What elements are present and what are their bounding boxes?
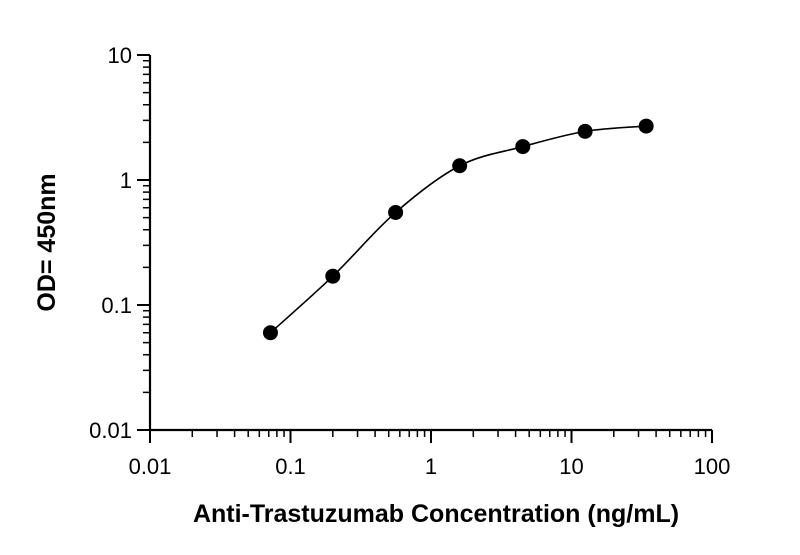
x-tick-labels: 0.01 0.1 1 10 100 <box>129 454 731 479</box>
data-point <box>577 123 593 139</box>
x-tick-label: 10 <box>559 454 583 479</box>
x-axis-title: Anti-Trastuzumab Concentration (ng/mL) <box>193 500 679 528</box>
y-tick-label: 0.01 <box>89 418 132 443</box>
y-tick-labels: 0.01 0.1 1 10 <box>89 43 132 443</box>
x-tick-label: 0.1 <box>275 454 306 479</box>
data-point <box>452 158 468 174</box>
x-tick-label: 1 <box>425 454 437 479</box>
y-axis-minor-ticks <box>143 59 150 394</box>
x-axis-major-ticks <box>149 430 713 443</box>
y-axis-major-ticks <box>137 54 150 431</box>
data-point <box>515 139 531 155</box>
x-tick-label: 100 <box>694 454 731 479</box>
data-point <box>388 204 404 220</box>
y-tick-label: 1 <box>120 168 132 193</box>
y-tick-label: 0.1 <box>101 293 132 318</box>
data-points <box>262 118 654 341</box>
data-point <box>638 118 654 134</box>
y-axis-title: OD= 450nm <box>33 173 61 311</box>
x-tick-label: 0.01 <box>129 454 172 479</box>
data-point <box>262 325 278 341</box>
x-axis-minor-ticks <box>191 430 707 437</box>
y-tick-label: 10 <box>108 43 132 68</box>
fit-curve <box>269 125 647 334</box>
data-point <box>325 268 341 284</box>
